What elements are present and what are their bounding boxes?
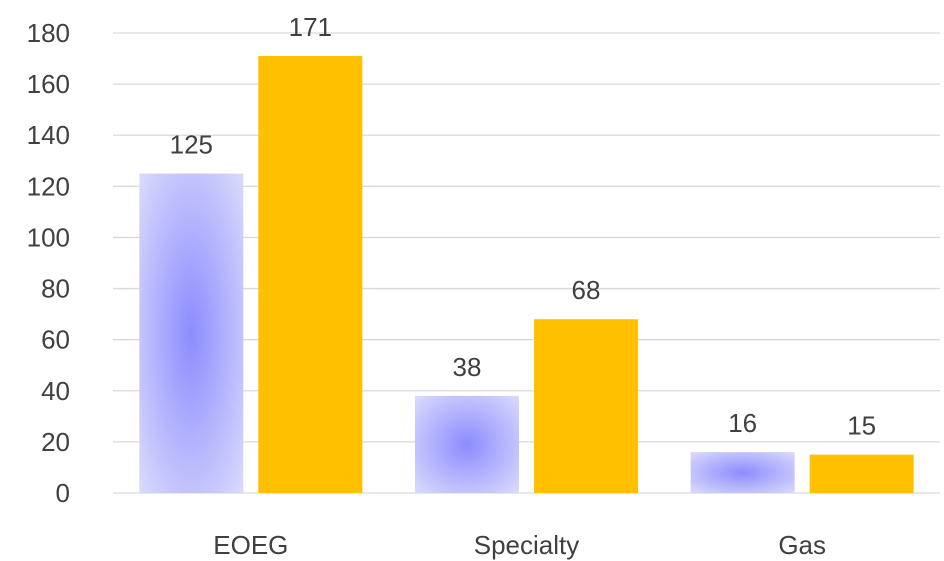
y-tick-label: 180 [27,18,70,48]
data-labels: 125 171 38 68 16 15 [170,12,876,441]
y-tick-label: 80 [41,274,70,304]
bar-specialty-series-2 [534,319,638,493]
x-category-label: Specialty [474,530,580,560]
y-tick-label: 140 [27,120,70,150]
y-tick-label: 20 [41,427,70,457]
data-label: 38 [453,352,482,382]
y-tick-label: 100 [27,222,70,252]
data-label: 171 [289,12,332,42]
bar-gas-series-1 [690,452,795,493]
x-category-label: Gas [778,530,826,560]
bar-gas-series-2 [809,454,914,493]
data-label: 125 [170,130,213,160]
y-tick-label: 160 [27,69,70,99]
bar-eoeg-series-2 [258,56,363,493]
bar-specialty-series-1 [415,395,519,493]
x-axis-category-labels: EOEG Specialty Gas [213,530,826,560]
y-tick-label: 0 [56,478,70,508]
bars [139,56,914,494]
bar-eoeg-series-1 [139,173,244,494]
y-tick-label: 120 [27,171,70,201]
data-label: 68 [572,275,601,305]
x-category-label: EOEG [213,530,288,560]
y-axis-tick-labels: 0 20 40 60 80 100 120 140 160 180 [27,18,70,508]
gridlines [113,32,940,494]
y-tick-label: 60 [41,325,70,355]
data-label: 15 [847,411,876,441]
y-tick-label: 40 [41,376,70,406]
data-label: 16 [728,408,757,438]
